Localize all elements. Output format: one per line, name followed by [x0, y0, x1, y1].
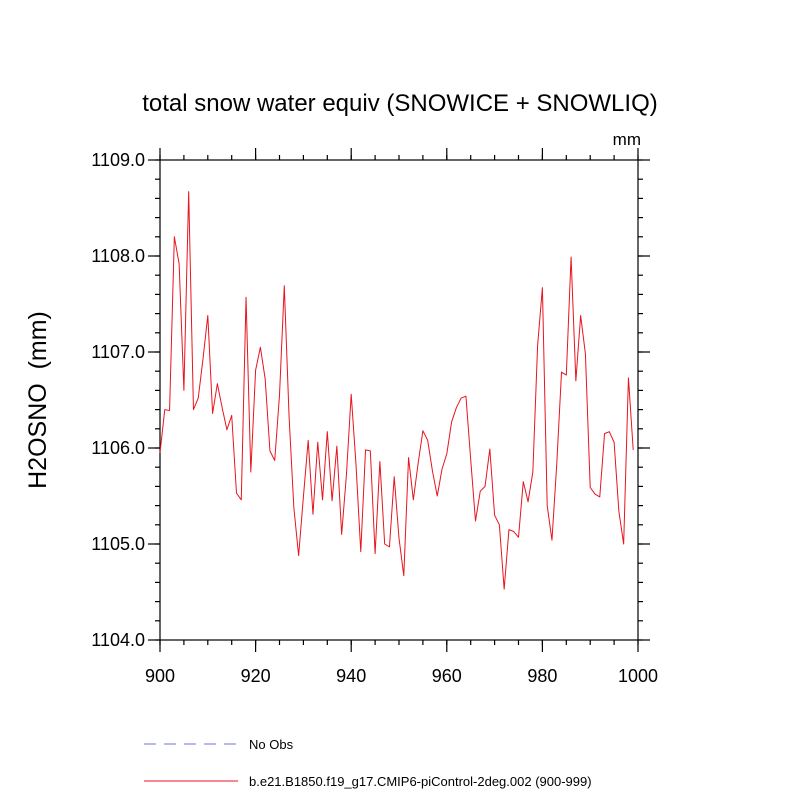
axes: 1104.0 1105.0 1106.0 1107.0 1108.0 1109.0 900 9…: [91, 148, 658, 686]
y-tick-label: 1105.0: [91, 534, 145, 554]
series-line-0: [159, 191, 634, 590]
chart-title: total snow water equiv (SNOWICE + SNOWLI…: [142, 90, 657, 117]
plot-area: [159, 191, 634, 590]
y-tick-label: 1104.0: [91, 630, 145, 650]
legend: No Obs b.e21.B1850.f19_g17.CMIP6-piContro…: [144, 737, 592, 789]
y-tick-label: 1108.0: [91, 246, 145, 266]
x-tick-label: 1000: [618, 666, 658, 686]
y-tick-label: 1109.0: [91, 150, 145, 170]
units-label: mm: [613, 130, 641, 149]
x-tick-label: 980: [527, 666, 557, 686]
x-tick-label: 900: [145, 666, 175, 686]
x-tick-label: 920: [241, 666, 271, 686]
y-tick-label: 1106.0: [91, 438, 145, 458]
x-tick-label: 960: [432, 666, 462, 686]
y-axis-label: H2OSNO (mm): [24, 311, 52, 489]
legend-label-0: No Obs: [249, 737, 294, 752]
x-tick-label: 940: [336, 666, 366, 686]
plot-frame: [159, 159, 639, 641]
legend-label-1: b.e21.B1850.f19_g17.CMIP6-piControl-2deg…: [249, 774, 592, 789]
y-tick-label: 1107.0: [91, 342, 145, 362]
